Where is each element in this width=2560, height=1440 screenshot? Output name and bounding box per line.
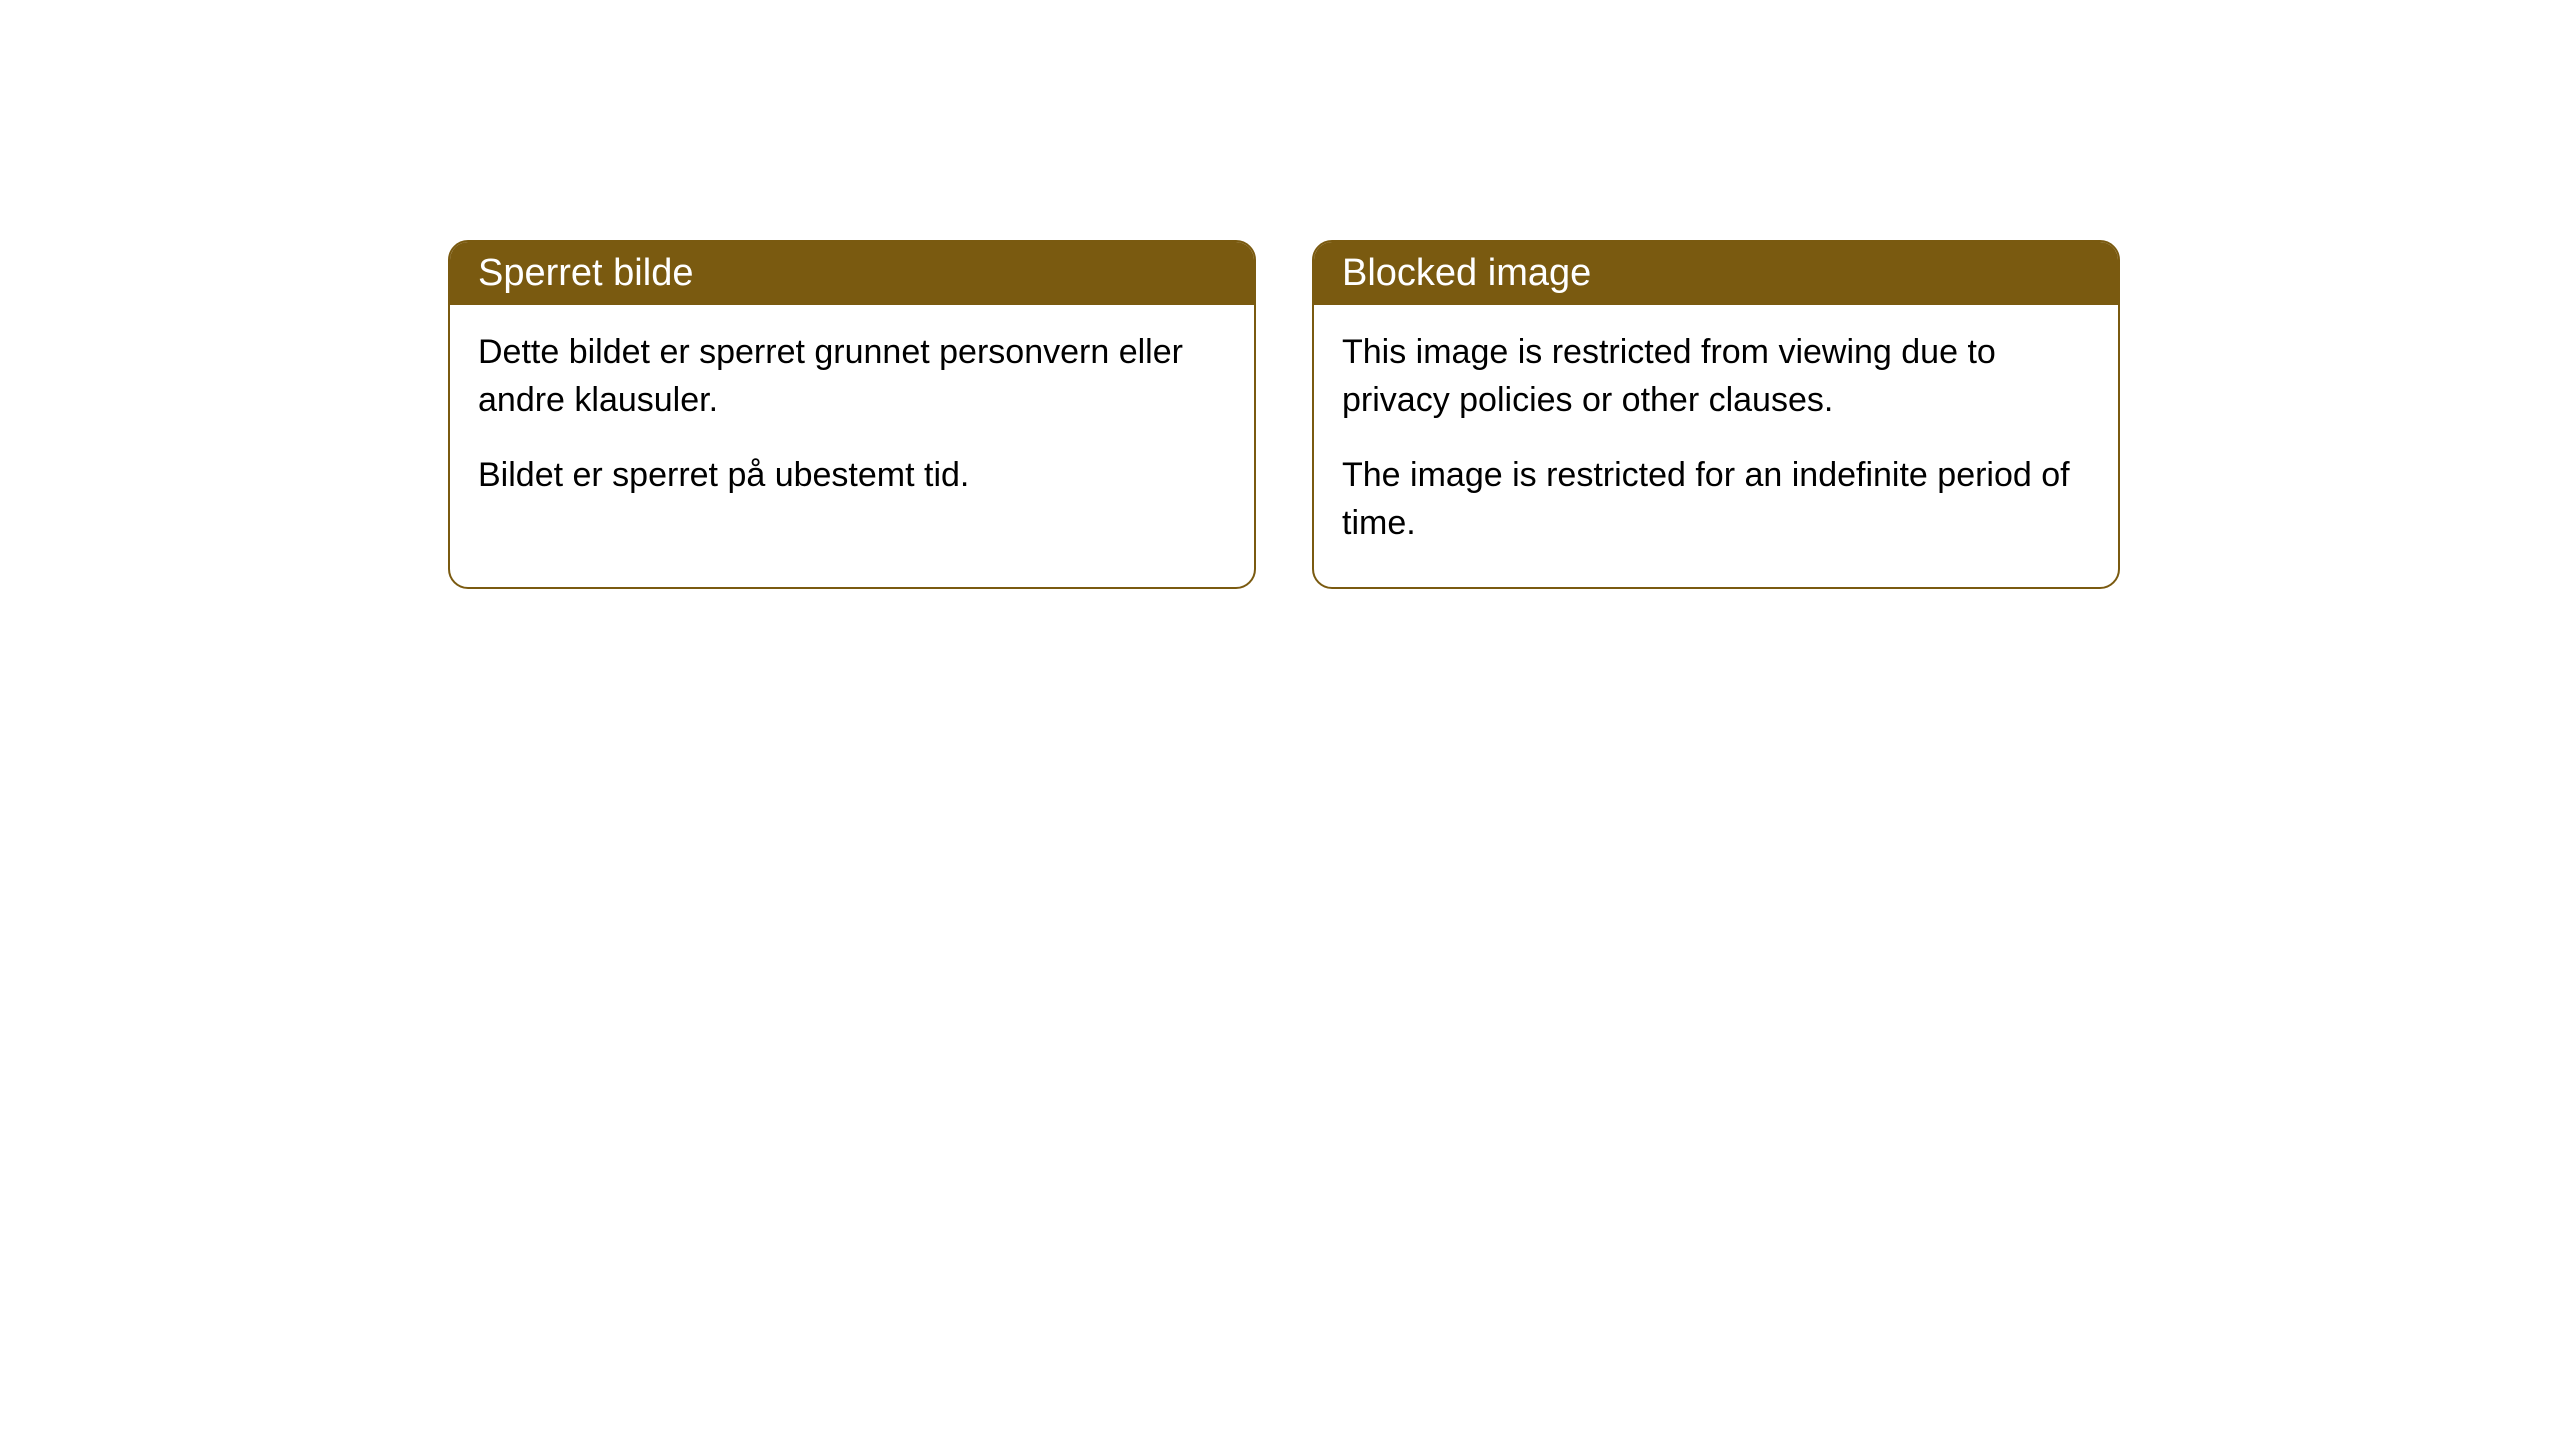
card-paragraph-1-en: This image is restricted from viewing du… bbox=[1342, 329, 2090, 424]
card-body-no: Dette bildet er sperret grunnet personve… bbox=[450, 305, 1254, 540]
card-header-no: Sperret bilde bbox=[450, 242, 1254, 305]
card-body-en: This image is restricted from viewing du… bbox=[1314, 305, 2118, 587]
blocked-image-card-en: Blocked image This image is restricted f… bbox=[1312, 240, 2120, 589]
card-header-en: Blocked image bbox=[1314, 242, 2118, 305]
card-paragraph-2-en: The image is restricted for an indefinit… bbox=[1342, 452, 2090, 547]
blocked-image-card-no: Sperret bilde Dette bildet er sperret gr… bbox=[448, 240, 1256, 589]
card-paragraph-1-no: Dette bildet er sperret grunnet personve… bbox=[478, 329, 1226, 424]
cards-container: Sperret bilde Dette bildet er sperret gr… bbox=[0, 0, 2560, 589]
card-paragraph-2-no: Bildet er sperret på ubestemt tid. bbox=[478, 452, 1226, 500]
